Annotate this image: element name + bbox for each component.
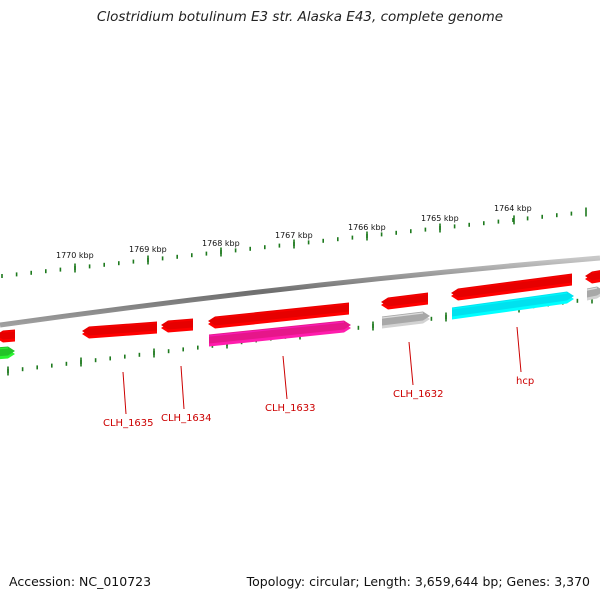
gene-arrow-red-shine <box>457 274 573 291</box>
scale-label: 1765 kbp <box>421 214 459 223</box>
gene-arrow-red <box>451 273 573 301</box>
gene-arrow-green-shine <box>0 347 9 350</box>
gene-label-clh1632: CLH_1632 <box>393 389 444 400</box>
gene-arrow-red-shine <box>167 319 194 323</box>
gene-arrow-red-shine <box>88 322 158 329</box>
gene-arrow-red-shine <box>214 303 350 319</box>
gene-label-line <box>282 355 288 400</box>
gene-arrow-grey <box>586 286 600 301</box>
gene-arrow-red <box>208 302 350 329</box>
accession-text: Accession: NC_010723 <box>9 574 152 589</box>
gene-arrow-grey-body <box>382 311 430 326</box>
gene-arrow-grey-shine <box>381 312 424 319</box>
genome-title: Clostridium botulinum E3 str. Alaska E43… <box>96 9 504 25</box>
gene-label-line <box>122 371 127 415</box>
gene-arrow-magenta <box>208 320 351 347</box>
gene-label-line <box>180 365 185 410</box>
scale-label: 1769 kbp <box>129 245 167 254</box>
scale-label: 1770 kbp <box>56 251 94 260</box>
gene-arrow-cyan-shine <box>451 292 568 310</box>
gene-arrow-cyan-body <box>452 291 574 317</box>
gene-arrow-red-body <box>82 321 157 336</box>
gene-arrow-green <box>0 346 15 360</box>
gene-arrow-cyan <box>451 291 574 320</box>
outer-tick-marks <box>1 207 587 278</box>
gene-label-clh1635: CLH_1635 <box>103 418 154 429</box>
gene-label-clh1633: CLH_1633 <box>265 403 316 414</box>
gene-arrow-red <box>381 292 429 310</box>
genome-backbone <box>0 255 600 328</box>
gene-arrow-red-shine <box>2 330 16 333</box>
gene-arrow-red-shine <box>591 271 600 274</box>
gene-arrow-red-body <box>161 318 193 330</box>
gene-arrow-red <box>0 329 16 343</box>
gene-arrow-magenta-body <box>209 320 351 344</box>
scale-label: 1764 kbp <box>494 204 532 213</box>
gene-label-line <box>516 326 522 373</box>
gene-arrow-red <box>585 270 600 284</box>
gene-arrow-red <box>161 318 194 333</box>
gene-label-line <box>408 341 414 386</box>
scale-label: 1768 kbp <box>202 239 240 248</box>
scale-label: 1767 kbp <box>275 231 313 240</box>
gene-label-clh1634: CLH_1634 <box>161 413 212 424</box>
gene-arrow-grey <box>381 311 430 329</box>
genome-summary-text: Topology: circular; Length: 3,659,644 bp… <box>246 574 590 589</box>
gene-arrow-red-shine <box>387 293 429 300</box>
gene-features <box>0 270 600 360</box>
scale-label: 1766 kbp <box>348 223 386 232</box>
gene-arrow-magenta-shine <box>208 321 345 337</box>
gene-label-lines <box>122 326 522 415</box>
gene-arrow-red <box>82 321 158 339</box>
gene-arrow-grey-shine <box>586 287 598 291</box>
gene-label-hcp: hcp <box>516 376 534 387</box>
